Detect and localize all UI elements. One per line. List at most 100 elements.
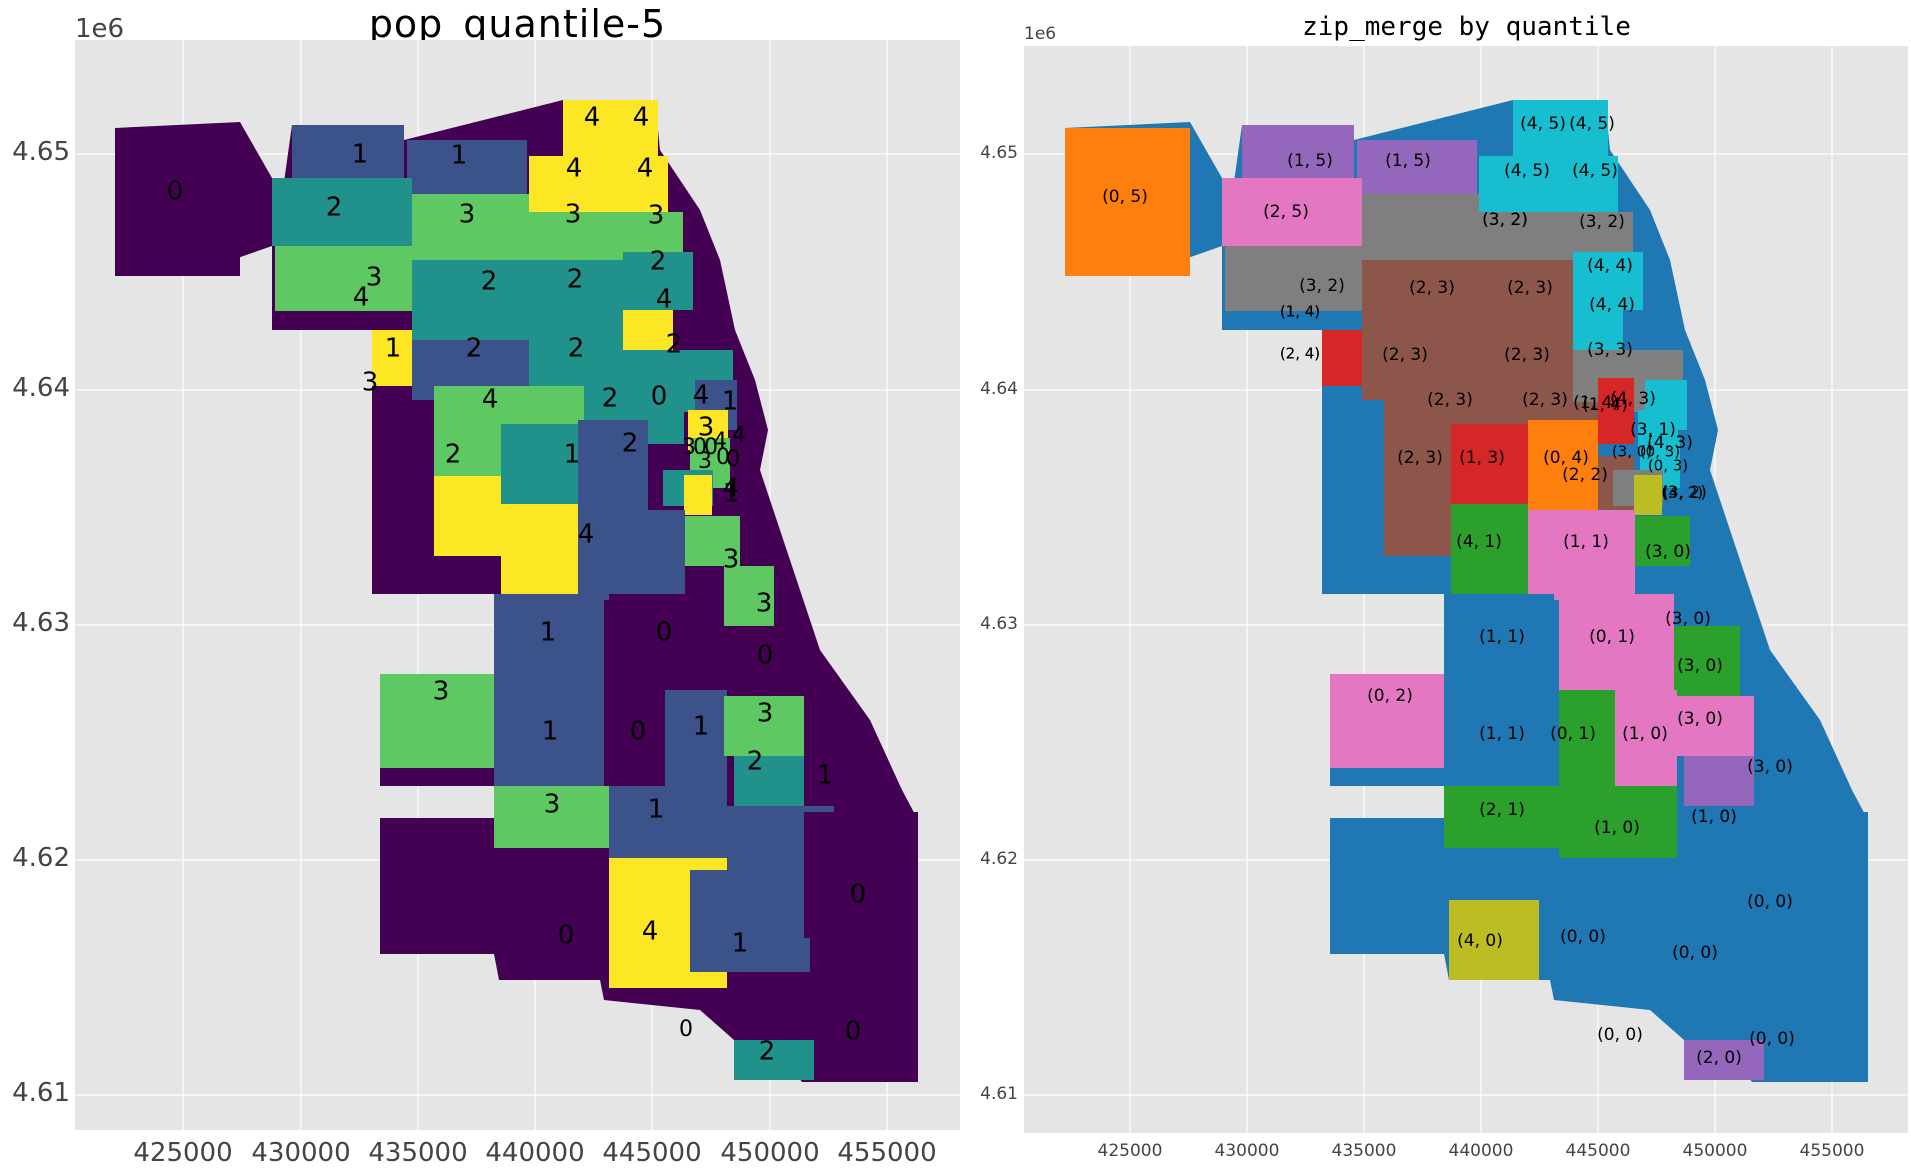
left-region-0 [115, 128, 240, 276]
left-x-tick-label: 435000 [368, 1138, 468, 1168]
right-region-label: (0, 2) [1367, 686, 1413, 706]
left-region-44 [734, 756, 804, 812]
left-x-tick-label: 455000 [837, 1138, 937, 1168]
left-region-4 [563, 100, 623, 156]
right-region-6 [1479, 156, 1573, 212]
right-region-40 [1444, 690, 1554, 786]
right-region-label: (3, 2) [1482, 210, 1528, 230]
left-y-tick-label: 4.64 [12, 373, 70, 403]
left-region-label: 1 [564, 440, 581, 470]
left-region-26 [434, 476, 501, 556]
right-x-tick-label: 430000 [1214, 1141, 1280, 1161]
left-region-32 [501, 504, 578, 594]
left-region-43 [724, 696, 804, 756]
left-region-label-small: 4 [732, 423, 746, 448]
right-region-label: (2, 0) [1696, 1048, 1742, 1068]
right-region-33 [1528, 510, 1635, 600]
right-region-32 [1451, 504, 1528, 594]
right-region-5 [1573, 100, 1608, 156]
left-region-28 [578, 420, 648, 510]
left-region-41 [609, 690, 665, 786]
right-region-label: (1, 4) [1573, 393, 1619, 413]
right-region-42 [1615, 690, 1677, 786]
right-region-12 [1362, 260, 1479, 340]
left-region-label-small: 0 [693, 435, 707, 460]
left-region-label: 3 [433, 677, 450, 707]
right-region-26 [1384, 476, 1451, 556]
right-region-label: (2, 3) [1522, 390, 1568, 410]
left-region-label: 0 [845, 1017, 862, 1047]
right-region-label: (1, 1) [1479, 724, 1525, 744]
right-region-label: (3, 2) [1579, 212, 1625, 232]
right-region-28 [1528, 420, 1598, 510]
left-region-label: 3 [459, 200, 476, 230]
right-region-label-small: (1, 4) [1280, 303, 1320, 321]
left-region-label: 4 [353, 283, 370, 313]
right-region-label: (2, 3) [1409, 278, 1455, 298]
left-region-2 [407, 140, 527, 194]
right-region-7 [1573, 156, 1618, 212]
right-region-1 [1242, 125, 1354, 185]
right-region-label: (1, 5) [1287, 151, 1333, 171]
right-region-label: (2, 3) [1427, 390, 1473, 410]
left-region-label: 2 [568, 334, 585, 364]
right-region-4 [1513, 100, 1573, 156]
right-region-label: (4, 4) [1589, 295, 1635, 315]
right-region-label: (4, 5) [1569, 114, 1615, 134]
left-region-36 [609, 594, 724, 690]
right-x-tick-label: 455000 [1799, 1141, 1865, 1161]
left-region-8 [412, 194, 529, 260]
right-region-label: (3, 2) [1661, 483, 1707, 503]
left-region-label: 1 [542, 717, 559, 747]
left-region-45 [494, 786, 610, 848]
right-x-tick-label: 425000 [1097, 1141, 1163, 1161]
right-region-0 [1065, 128, 1190, 276]
left-region-label-small: 3 [682, 435, 696, 460]
left-region-label: 4 [693, 381, 710, 411]
right-region-label: (0, 1) [1550, 724, 1596, 744]
left-region-label: 1 [722, 387, 739, 417]
left-region-label: 0 [850, 880, 867, 910]
left-region-label-small: 0 [704, 435, 718, 460]
left-region-27 [501, 424, 578, 504]
left-region-16 [372, 330, 412, 386]
left-y-tick-label: 4.62 [12, 843, 70, 873]
right-region-label: (3, 2) [1482, 210, 1528, 230]
left-region-label: 2 [466, 334, 483, 364]
left-region-label: 0 [651, 382, 668, 412]
left-region-label: 4 [723, 474, 740, 504]
right-region-43 [1674, 696, 1754, 756]
left-region-label: 4 [637, 154, 654, 184]
left-region-label: 3 [648, 201, 665, 231]
left-region-42 [665, 690, 727, 786]
left-region-label-small: 0 [679, 1017, 693, 1042]
right-region-label: (2, 3) [1507, 278, 1553, 298]
right-y-tick-label: 4.61 [980, 1084, 1018, 1104]
right-x-tick-label: 445000 [1565, 1141, 1631, 1161]
left-region-label: 3 [544, 790, 561, 820]
left-x-tick-label: 425000 [133, 1138, 233, 1168]
right-region-label: (0, 0) [1560, 927, 1606, 947]
left-region-label: 4 [633, 103, 650, 133]
left-region-label: 0 [558, 921, 575, 951]
left-y-tick-label: 4.65 [12, 137, 70, 167]
right-region-16 [1322, 330, 1362, 386]
left-region-9 [529, 212, 623, 264]
left-region-37 [724, 566, 774, 626]
left-region-51 [804, 812, 918, 938]
right-y-exponent-label: 1e6 [1024, 24, 1057, 44]
right-region-label: (1, 0) [1594, 818, 1640, 838]
right-y-tick-label: 4.64 [980, 379, 1018, 399]
right-region-label: (3, 0) [1677, 709, 1723, 729]
left-region-7 [623, 156, 668, 212]
left-map-title: pop_quantile-5 [368, 2, 667, 46]
right-x-tick-label: 435000 [1331, 1141, 1397, 1161]
right-region-label: (3, 0) [1645, 542, 1691, 562]
right-region-label: (1, 3) [1459, 448, 1505, 468]
right-region-label: (1, 4) [1582, 395, 1628, 415]
left-region-11 [275, 246, 412, 311]
right-region-label: (4, 5) [1520, 114, 1566, 134]
right-region-45 [1444, 786, 1560, 848]
left-y-tick-label: 4.63 [12, 608, 70, 638]
right-region-label: (0, 1) [1589, 627, 1635, 647]
